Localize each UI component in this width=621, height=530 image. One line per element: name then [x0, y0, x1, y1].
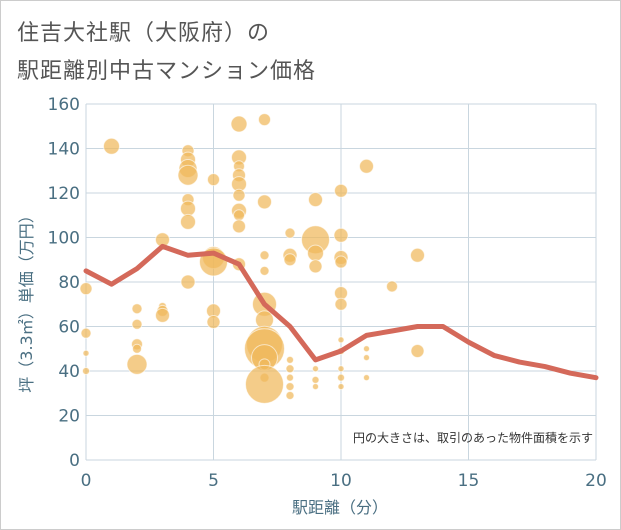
- bubble-point: [337, 365, 345, 373]
- bubble-point: [259, 250, 270, 261]
- bubble-point: [386, 280, 398, 293]
- y-axis-label: 坪（3.3㎡）単価（万円）: [17, 207, 36, 392]
- bubble-point: [103, 137, 120, 155]
- bubble-point: [126, 353, 148, 375]
- x-tick-label: 10: [330, 471, 352, 491]
- bubble-point: [155, 307, 170, 323]
- bubble-point: [206, 315, 221, 330]
- y-tick-label: 60: [58, 318, 80, 338]
- y-tick-label: 120: [48, 184, 80, 204]
- bubble-point: [285, 364, 295, 374]
- bubble-point: [311, 375, 320, 384]
- bubble-point: [359, 158, 374, 174]
- bubble-point: [284, 227, 296, 239]
- bubble-point: [245, 364, 284, 404]
- y-tick-label: 140: [48, 140, 80, 160]
- bubble-point: [180, 274, 196, 290]
- bubble-point: [410, 343, 425, 358]
- bubble-point: [232, 188, 246, 202]
- bubble-layer: [79, 113, 425, 404]
- bubble-point: [257, 194, 272, 210]
- bubble-point: [79, 282, 93, 296]
- bubble-point: [308, 259, 323, 274]
- bubble-point: [180, 200, 196, 217]
- y-tick-label: 100: [48, 229, 80, 249]
- y-tick-label: 160: [48, 95, 80, 115]
- y-tick-label: 40: [58, 362, 80, 382]
- bubble-point: [312, 365, 319, 373]
- bubble-point: [232, 219, 246, 234]
- bubble-point: [132, 343, 142, 354]
- bubble-point: [410, 247, 425, 263]
- bubble-point: [334, 255, 348, 269]
- bubble-point: [334, 297, 348, 311]
- bubble-point: [233, 209, 245, 222]
- x-tick-label: 5: [208, 471, 219, 491]
- bubble-point: [131, 318, 143, 330]
- bubble-point: [286, 355, 294, 364]
- x-axis-ticks: 0 5 10 15 20: [81, 471, 607, 491]
- bubble-point: [82, 349, 90, 357]
- bubble-point: [285, 382, 295, 392]
- bubble-point: [286, 373, 294, 382]
- bubble-point: [259, 265, 270, 276]
- bubble-point: [80, 327, 92, 339]
- x-tick-label: 15: [458, 471, 480, 491]
- x-tick-label: 0: [81, 471, 92, 491]
- chart-title-line1: 住吉大社駅（大阪府）の: [17, 21, 271, 46]
- grid-lines: [85, 103, 597, 461]
- bubble-point: [307, 244, 324, 262]
- bubble-point: [363, 374, 370, 382]
- average-price-line: [83, 243, 599, 381]
- bubble-point: [285, 390, 295, 400]
- bubble-point: [337, 373, 345, 382]
- bubble-point: [333, 227, 349, 243]
- bubble-size-note: 円の大きさは、取引のあった物件面積を示す: [353, 430, 593, 445]
- y-tick-label: 80: [58, 273, 80, 293]
- bubble-point: [363, 354, 370, 362]
- bubble-point: [180, 213, 196, 230]
- bubble-point: [308, 192, 323, 208]
- bubble-point: [283, 253, 297, 267]
- bubble-point: [334, 183, 348, 198]
- bubble-point: [258, 113, 271, 127]
- x-tick-label: 20: [585, 471, 607, 491]
- bubble-point: [177, 164, 199, 186]
- chart-title-line2: 駅距離別中古マンション価格: [17, 59, 317, 84]
- bubble-point: [312, 383, 319, 391]
- x-axis-label: 駅距離（分）: [292, 498, 388, 517]
- bubble-point: [82, 367, 90, 375]
- bubble-point: [230, 115, 248, 133]
- bubble-point: [337, 336, 345, 344]
- y-tick-label: 20: [58, 407, 80, 427]
- y-axis-ticks: 0 20 40 60 80 100 120 140 160: [48, 95, 80, 471]
- bubble-point: [207, 173, 220, 187]
- bubble-point: [337, 383, 345, 391]
- bubble-point: [334, 286, 348, 301]
- bubble-point: [131, 303, 143, 315]
- y-tick-label: 0: [69, 451, 80, 471]
- bubble-point: [363, 345, 370, 353]
